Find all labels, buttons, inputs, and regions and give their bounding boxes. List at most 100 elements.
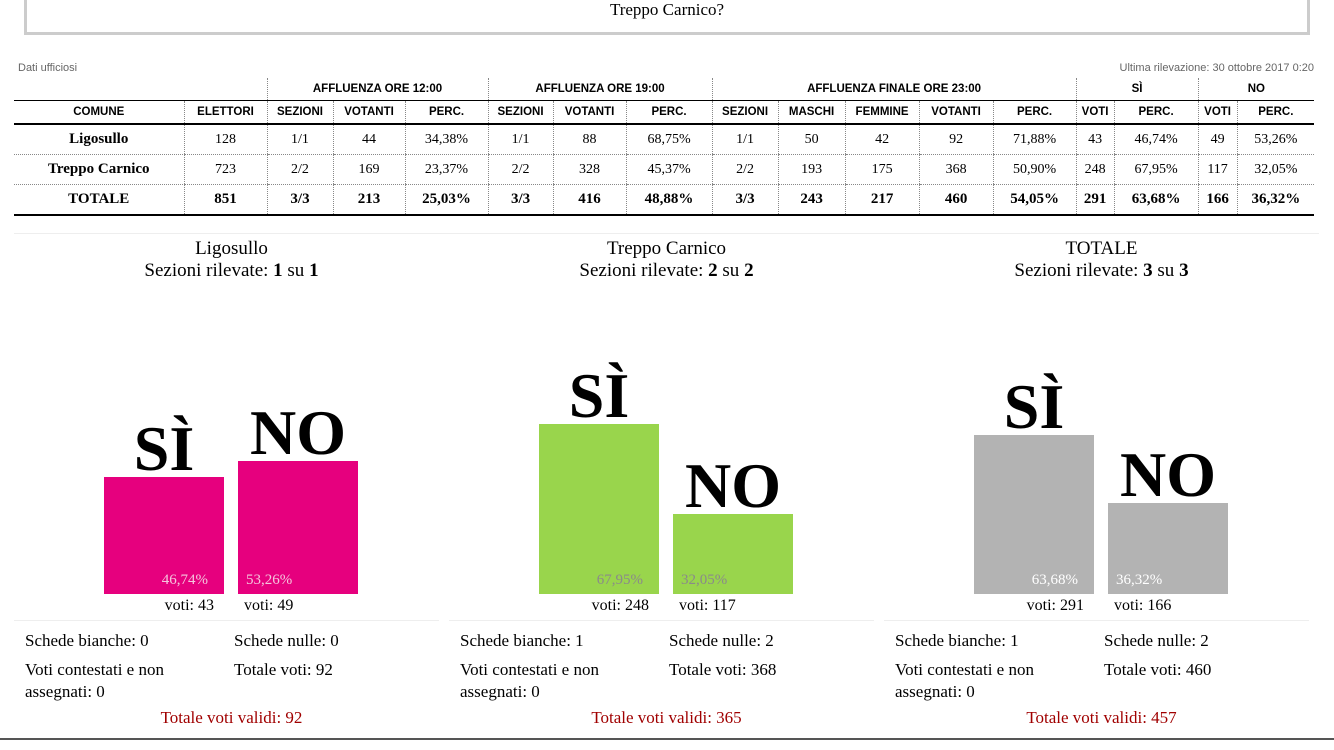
table-cell: 23,37% bbox=[404, 154, 489, 185]
bar bbox=[104, 477, 224, 594]
column-header: PERC. bbox=[992, 100, 1077, 125]
charts-area: Ligosullo Sezioni rilevate: 1 su 1 SÌ 46,74… bbox=[14, 233, 1319, 744]
bar-value-label: 32,05% bbox=[681, 572, 728, 588]
divider bbox=[884, 620, 1309, 621]
table-row: Ligosullo 128 1/1 44 34,38% 1/1 88 68,75% 1/1 50 4… bbox=[14, 124, 1315, 155]
table-cell: 243 bbox=[777, 184, 846, 216]
table-cell: 50,90% bbox=[992, 154, 1077, 185]
subtitle-part: Sezioni rilevate: bbox=[1014, 260, 1139, 281]
chart-subtitle: Sezioni rilevate: 3 su 3 bbox=[884, 260, 1319, 282]
table-cell: 217 bbox=[844, 184, 920, 216]
table-cell: 71,88% bbox=[992, 124, 1077, 155]
status-note: Dati ufficiosi bbox=[18, 62, 78, 74]
bar-value-label: 36,32% bbox=[1116, 572, 1163, 588]
subtitle-part: 3 bbox=[1143, 260, 1153, 281]
chart-subtitle: Sezioni rilevate: 1 su 1 bbox=[14, 260, 449, 282]
group-header: AFFLUENZA FINALE ORE 23:00 bbox=[711, 78, 1077, 101]
table-cell: 36,32% bbox=[1236, 184, 1315, 216]
group-header: AFFLUENZA ORE 19:00 bbox=[487, 78, 713, 101]
chart-title: Ligosullo bbox=[195, 238, 268, 259]
table-cell: 166 bbox=[1197, 184, 1238, 216]
column-header-row: COMUNE ELETTORI SEZIONI VOTANTI PERC. SEZIONI… bbox=[14, 100, 1315, 125]
results-table: AFFLUENZA ORE 12:00 AFFLUENZA ORE 19:00 AF… bbox=[14, 78, 1315, 216]
bar bbox=[1108, 503, 1228, 594]
valid-votes-total: Totale voti validi: 92 bbox=[160, 708, 303, 727]
stat-text: Totale voti: 92 bbox=[234, 660, 333, 679]
question-box: Treppo Carnico? bbox=[24, 0, 1310, 35]
table-cell: 88 bbox=[552, 124, 627, 155]
bar-category-label: SÌ bbox=[568, 360, 630, 432]
table-cell: 2/2 bbox=[711, 154, 779, 185]
table-cell: 48,88% bbox=[625, 184, 713, 216]
divider bbox=[14, 620, 439, 621]
group-header: SÌ bbox=[1075, 78, 1199, 101]
vote-label: voti: 248 bbox=[591, 597, 649, 614]
bar-value-label: 46,74% bbox=[161, 572, 208, 588]
table-row: Treppo Carnico 723 2/2 169 23,37% 2/2 328 45,37… bbox=[14, 154, 1315, 185]
subtitle-part: su bbox=[1157, 260, 1175, 281]
table-cell: 3/3 bbox=[266, 184, 333, 216]
table-cell: 128 bbox=[183, 124, 267, 155]
column-header: VOTANTI bbox=[332, 100, 405, 125]
table-cell: TOTALE bbox=[14, 184, 184, 216]
stat-text: Voti contestati e non assegnati: 0 bbox=[895, 660, 1034, 701]
subtitle-part: su bbox=[287, 260, 305, 281]
vote-label: voti: 43 bbox=[164, 597, 214, 614]
column-header: VOTI bbox=[1075, 100, 1115, 125]
bar bbox=[539, 424, 659, 594]
bar-category-label: SÌ bbox=[133, 413, 195, 485]
chart-panel: Ligosullo Sezioni rilevate: 1 su 1 SÌ 46,74… bbox=[14, 234, 449, 744]
stat-text: Totale voti: 368 bbox=[669, 660, 777, 679]
table-cell: 193 bbox=[777, 154, 846, 185]
vote-label: voti: 117 bbox=[679, 597, 736, 614]
table-cell: Treppo Carnico bbox=[14, 154, 184, 185]
vote-label: voti: 49 bbox=[244, 597, 294, 614]
bar-category-label: SÌ bbox=[1003, 370, 1065, 442]
table-cell: 328 bbox=[552, 154, 627, 185]
table-cell: 34,38% bbox=[404, 124, 489, 155]
table-cell: 44 bbox=[332, 124, 405, 155]
table-cell: 43 bbox=[1075, 124, 1115, 155]
table-cell: 2/2 bbox=[266, 154, 333, 185]
table-cell: 49 bbox=[1197, 124, 1238, 155]
column-header: MASCHI bbox=[777, 100, 846, 125]
table-cell: 45,37% bbox=[625, 154, 713, 185]
stat-text: Voti contestati e non assegnati: 0 bbox=[460, 660, 599, 701]
table-cell: 175 bbox=[844, 154, 920, 185]
table-cell: 32,05% bbox=[1236, 154, 1315, 185]
subtitle-part: 2 bbox=[744, 260, 754, 281]
table-cell: 1/1 bbox=[711, 124, 779, 155]
bar-value-label: 53,26% bbox=[246, 572, 293, 588]
table-cell: Ligosullo bbox=[14, 124, 184, 155]
stat-text: Schede nulle: 0 bbox=[234, 631, 339, 650]
blank-header bbox=[14, 78, 267, 101]
group-header: AFFLUENZA ORE 12:00 bbox=[266, 78, 489, 101]
column-header: COMUNE bbox=[14, 100, 184, 125]
table-cell: 67,95% bbox=[1113, 154, 1199, 185]
stat-text: Voti contestati e non assegnati: 0 bbox=[25, 660, 164, 701]
column-header: PERC. bbox=[404, 100, 489, 125]
column-header: SEZIONI bbox=[711, 100, 779, 125]
table-cell: 2/2 bbox=[487, 154, 554, 185]
table-cell: 50 bbox=[777, 124, 846, 155]
column-header: SEZIONI bbox=[487, 100, 554, 125]
table-cell: 1/1 bbox=[487, 124, 554, 155]
bar bbox=[974, 434, 1094, 594]
table-cell: 213 bbox=[332, 184, 405, 216]
valid-votes-total: Totale voti validi: 457 bbox=[1026, 708, 1177, 727]
stat-text: Schede bianche: 1 bbox=[460, 631, 584, 650]
column-header: VOTI bbox=[1197, 100, 1238, 125]
table-cell: 42 bbox=[844, 124, 920, 155]
table-cell: 368 bbox=[918, 154, 994, 185]
subtitle-part: 2 bbox=[708, 260, 718, 281]
table-cell: 63,68% bbox=[1113, 184, 1199, 216]
bar-value-label: 67,95% bbox=[596, 572, 643, 588]
subtitle-part: su bbox=[722, 260, 740, 281]
chart-panel: TOTALE Sezioni rilevate: 3 su 3 SÌ 63,68% vo… bbox=[884, 234, 1319, 744]
stat-text: Schede bianche: 0 bbox=[25, 631, 149, 650]
stat-text: Schede nulle: 2 bbox=[669, 631, 774, 650]
table-cell: 169 bbox=[332, 154, 405, 185]
chart-subtitle: Sezioni rilevate: 2 su 2 bbox=[449, 260, 884, 282]
table-cell: 117 bbox=[1197, 154, 1238, 185]
column-header: PERC. bbox=[1236, 100, 1315, 125]
